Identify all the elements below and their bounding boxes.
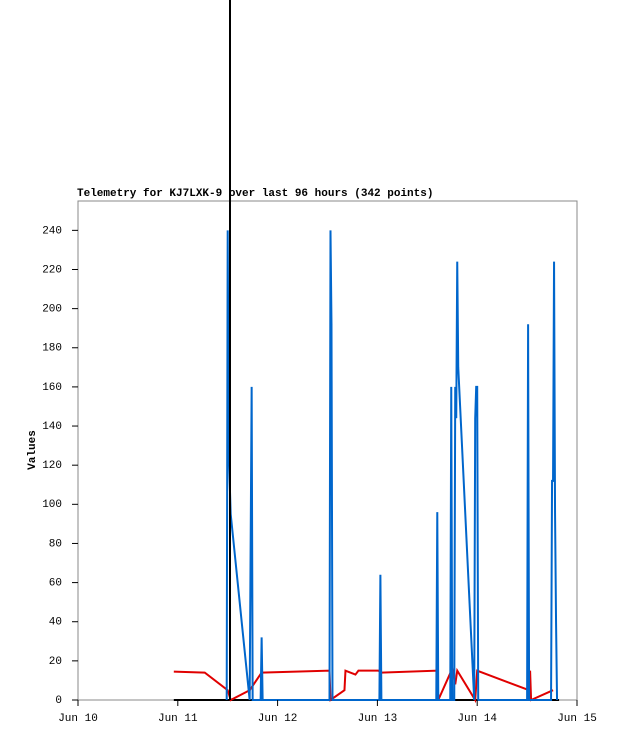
y-tick-label: 140 [42, 421, 62, 433]
y-tick-label: 240 [42, 225, 62, 237]
plot-frame [77, 200, 578, 701]
y-tick-label: 180 [42, 343, 62, 355]
y-tick-label: 20 [49, 656, 62, 668]
y-tick-label: 120 [42, 460, 62, 472]
chart-title: Telemetry for KJ7LXK-9 over last 96 hour… [77, 188, 433, 200]
x-tick-label: Jun 13 [358, 713, 398, 725]
y-tick-label: 60 [49, 577, 62, 589]
y-axis-label: Values [27, 430, 39, 470]
x-tick-label: Jun 11 [158, 713, 198, 725]
y-tick-label: 200 [42, 304, 62, 316]
y-tick-label: 80 [49, 538, 62, 550]
y-tick-label: 100 [42, 499, 62, 511]
series-line [225, 230, 559, 701]
x-tick-label: Jun 10 [58, 713, 98, 725]
y-tick-label: 220 [42, 264, 62, 276]
x-tick-label: Jun 12 [258, 713, 298, 725]
y-tick-label: 40 [49, 617, 62, 629]
x-tick-label: Jun 14 [457, 713, 497, 725]
x-tick-label: Jun 15 [557, 713, 597, 725]
y-tick-label: 160 [42, 382, 62, 394]
y-tick-label: 0 [55, 695, 62, 707]
